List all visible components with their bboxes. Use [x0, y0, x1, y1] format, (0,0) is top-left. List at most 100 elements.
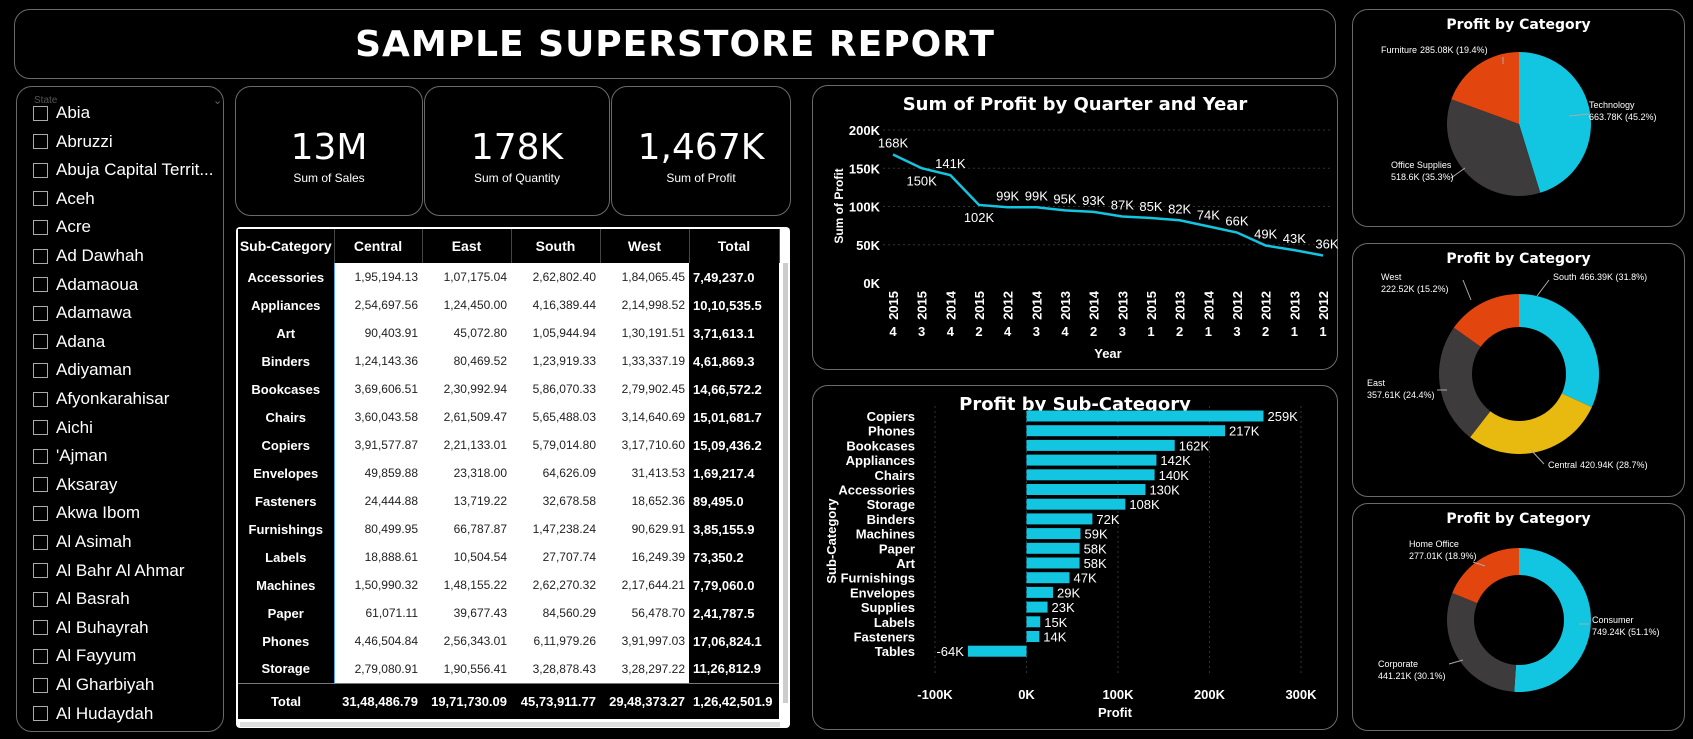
slicer-item[interactable]: Aichi — [33, 416, 223, 440]
slicer-item[interactable]: Al Buhayrah — [33, 616, 223, 640]
slicer-item[interactable]: Adamaoua — [33, 273, 223, 297]
sales-matrix[interactable]: Sub-Category Central East South West Total Ac… — [236, 227, 790, 728]
slicer-checkbox[interactable] — [33, 219, 48, 235]
matrix-column-header[interactable]: Total — [689, 229, 780, 263]
slicer-checkbox[interactable] — [33, 420, 48, 436]
slicer-item[interactable]: 'Ajman — [33, 444, 223, 468]
slicer-checkbox[interactable] — [33, 448, 48, 464]
slicer-checkbox[interactable] — [33, 391, 48, 407]
pie-slice[interactable] — [1447, 99, 1541, 196]
matrix-column-header[interactable]: South — [511, 229, 601, 263]
slicer-item[interactable]: Abia — [33, 101, 223, 125]
data-label: 150K — [906, 173, 937, 188]
slicer-checkbox[interactable] — [33, 134, 48, 150]
slicer-checkbox[interactable] — [33, 534, 48, 550]
slicer-checkbox[interactable] — [33, 505, 48, 521]
slicer-item[interactable]: Ad Dawhah — [33, 244, 223, 268]
slicer-item[interactable]: Al Basrah — [33, 587, 223, 611]
bar[interactable] — [1026, 528, 1081, 540]
matrix-vertical-scrollbar[interactable] — [783, 263, 788, 703]
bar[interactable] — [1026, 498, 1126, 510]
bar[interactable] — [1026, 542, 1080, 554]
bar[interactable] — [1026, 484, 1146, 495]
table-cell: 90,403.91 — [333, 319, 422, 347]
table-cell: 1,23,919.33 — [532, 354, 596, 368]
bar[interactable] — [1026, 439, 1175, 451]
x-tick-quarter: 4 — [947, 324, 955, 339]
matrix-horizontal-scrollbar[interactable] — [240, 722, 780, 727]
bar[interactable] — [967, 645, 1027, 657]
table-cell: 23,318.00 — [453, 466, 507, 480]
slicer-checkbox[interactable] — [33, 191, 48, 207]
table-cell: 56,478.70 — [631, 606, 685, 620]
slicer-item[interactable]: Al Asimah — [33, 530, 223, 554]
slicer-item[interactable]: Al Gharbiyah — [33, 673, 223, 697]
pie-slice[interactable] — [1514, 548, 1592, 692]
x-tick-label: 300K — [1285, 687, 1317, 702]
bar[interactable] — [1026, 631, 1040, 642]
pie-slice[interactable] — [1439, 327, 1491, 438]
slicer-checkbox[interactable] — [33, 648, 48, 664]
pie-slice[interactable] — [1519, 52, 1591, 193]
profit-by-segment-donut[interactable]: Profit by Category Consumer 749.24K (51.1… — [1352, 503, 1685, 731]
slicer-item[interactable]: Adiyaman — [33, 358, 223, 382]
slicer-checkbox[interactable] — [33, 305, 48, 321]
slicer-item[interactable]: Aksaray — [33, 473, 223, 497]
slicer-checkbox[interactable] — [33, 620, 48, 636]
pie-slice[interactable] — [1452, 548, 1519, 604]
slicer-item[interactable]: Afyonkarahisar — [33, 387, 223, 411]
slicer-item[interactable]: Abuja Capital Territ... — [33, 158, 223, 182]
x-tick-year: 2013 — [1173, 291, 1188, 320]
profit-by-category-pie[interactable]: Profit by Category Technology 663.78K (45… — [1352, 9, 1685, 227]
slicer-item-label: Abia — [56, 103, 91, 122]
bar[interactable] — [1026, 557, 1080, 569]
slicer-checkbox[interactable] — [33, 677, 48, 693]
state-slicer[interactable]: State ⌄ Abia Abruzzi Abuja Capital Territ.… — [16, 86, 224, 732]
matrix-column-header[interactable]: Sub-Category — [238, 229, 335, 263]
x-tick-quarter: 2 — [1262, 324, 1269, 339]
bar[interactable] — [1026, 454, 1157, 466]
slicer-item[interactable]: Aceh — [33, 187, 223, 211]
slicer-checkbox[interactable] — [33, 248, 48, 264]
profit-by-region-donut[interactable]: Profit by Category South 466.39K (31.8%) C… — [1352, 243, 1685, 497]
matrix-column-header[interactable]: West — [600, 229, 690, 263]
slicer-item[interactable]: Al Bahr Al Ahmar — [33, 559, 223, 583]
slicer-checkbox[interactable] — [33, 362, 48, 378]
y-tick-label: 50K — [856, 238, 880, 253]
bar[interactable] — [1026, 513, 1093, 525]
slicer-item[interactable]: Adamawa — [33, 301, 223, 325]
bar[interactable] — [1026, 586, 1054, 598]
slicer-item[interactable]: Acre — [33, 215, 223, 239]
slicer-checkbox[interactable] — [33, 277, 48, 293]
slicer-checkbox[interactable] — [33, 477, 48, 493]
pie-slice[interactable] — [1519, 294, 1600, 408]
slicer-item[interactable]: Al Fayyum — [33, 644, 223, 668]
pie-slice[interactable] — [1446, 592, 1517, 692]
slicer-checkbox[interactable] — [33, 563, 48, 579]
table-cell: 4,46,504.84 — [333, 627, 422, 655]
slicer-checkbox[interactable] — [33, 162, 48, 178]
slicer-item[interactable]: Adana — [33, 330, 223, 354]
profit-by-subcategory-chart[interactable]: Profit by Sub-Category -100K 0K 100K 200K 30… — [812, 385, 1338, 730]
slicer-item[interactable]: Al Hudaydah — [33, 702, 223, 726]
slicer-checkbox[interactable] — [33, 706, 48, 722]
bar[interactable] — [1026, 425, 1226, 437]
slicer-item[interactable]: Akwa Ibom — [33, 501, 223, 525]
pie-slice[interactable] — [1451, 52, 1519, 124]
bar[interactable] — [1026, 469, 1155, 481]
slicer-item-label: 'Ajman — [56, 446, 108, 466]
bar[interactable] — [1026, 601, 1048, 613]
profit-by-quarter-chart[interactable]: Sum of Profit by Quarter and Year 200K 15… — [812, 85, 1339, 370]
slicer-checkbox[interactable] — [33, 591, 48, 607]
bar[interactable] — [1026, 572, 1070, 584]
slicer-checkbox[interactable] — [33, 334, 48, 350]
matrix-column-header[interactable]: East — [422, 229, 512, 263]
slicer-checkbox[interactable] — [33, 105, 48, 121]
bar[interactable] — [1026, 616, 1041, 628]
slicer-item[interactable]: Abruzzi — [33, 130, 223, 154]
pie-slice[interactable] — [1453, 294, 1519, 347]
pie-slice[interactable] — [1470, 393, 1592, 454]
chevron-down-icon[interactable]: ⌄ — [213, 95, 223, 107]
bar[interactable] — [1026, 410, 1264, 422]
matrix-column-header[interactable]: Central — [334, 229, 423, 263]
